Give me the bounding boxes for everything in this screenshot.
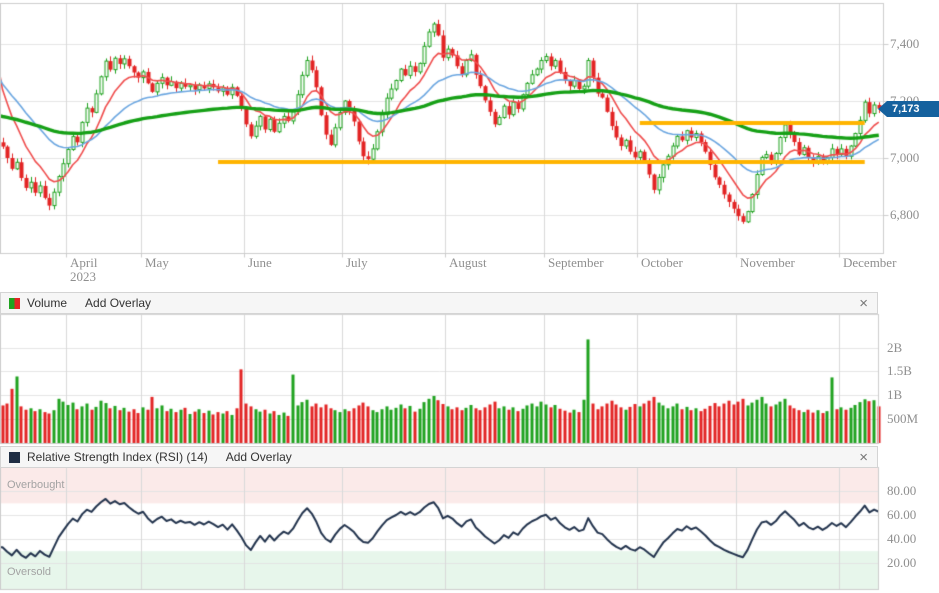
rsi-legend-icon bbox=[9, 451, 20, 463]
price-axis-tick-label: 7,000 bbox=[890, 150, 920, 165]
volume-axis-tick-label: 500M bbox=[887, 411, 919, 426]
month-axis-label: April 2023 bbox=[70, 255, 98, 284]
volume-axis-tick-label: 2B bbox=[887, 340, 903, 355]
rsi-close-button[interactable]: × bbox=[859, 448, 868, 466]
last-price-value: 7,173 bbox=[892, 103, 920, 115]
rsi-axis-tick-label: 60.00 bbox=[887, 507, 917, 522]
month-axis-label: October bbox=[641, 255, 683, 270]
month-axis-label: December bbox=[843, 255, 897, 270]
volume-axis-tick-label: 1.5B bbox=[887, 363, 912, 378]
month-axis-label: November bbox=[740, 255, 795, 270]
price-axis-tick-label: 6,800 bbox=[890, 207, 920, 222]
volume-panel-header: Volume Add Overlay × bbox=[0, 292, 878, 314]
month-axis-label: May bbox=[145, 255, 169, 270]
volume-close-button[interactable]: × bbox=[859, 294, 868, 312]
volume-panel-title: Volume bbox=[27, 296, 68, 310]
rsi-axis-tick-label: 40.00 bbox=[887, 531, 917, 546]
volume-legend-icon bbox=[9, 297, 20, 309]
rsi-add-overlay-link[interactable]: Add Overlay bbox=[225, 450, 292, 464]
rsi-panel-header: Relative Strength Index (RSI) (14) Add O… bbox=[0, 446, 878, 468]
rsi-panel-title: Relative Strength Index (RSI) (14) bbox=[27, 450, 208, 464]
month-axis-label: August bbox=[449, 255, 487, 270]
month-axis-label: June bbox=[248, 255, 272, 270]
year-axis-label: 2023 bbox=[70, 269, 96, 284]
month-axis-label: July bbox=[346, 255, 368, 270]
oversold-label: Oversold bbox=[7, 566, 52, 578]
volume-axis-tick-label: 1B bbox=[887, 387, 903, 402]
overbought-label: Overbought bbox=[7, 479, 65, 491]
last-price-tag: 7,173 bbox=[878, 101, 939, 117]
month-axis-label: September bbox=[548, 255, 604, 270]
price-axis-tick-label: 7,400 bbox=[890, 36, 920, 51]
rsi-axis-tick-label: 20.00 bbox=[887, 555, 917, 570]
volume-add-overlay-link[interactable]: Add Overlay bbox=[85, 296, 152, 310]
rsi-axis-tick-label: 80.00 bbox=[887, 483, 917, 498]
